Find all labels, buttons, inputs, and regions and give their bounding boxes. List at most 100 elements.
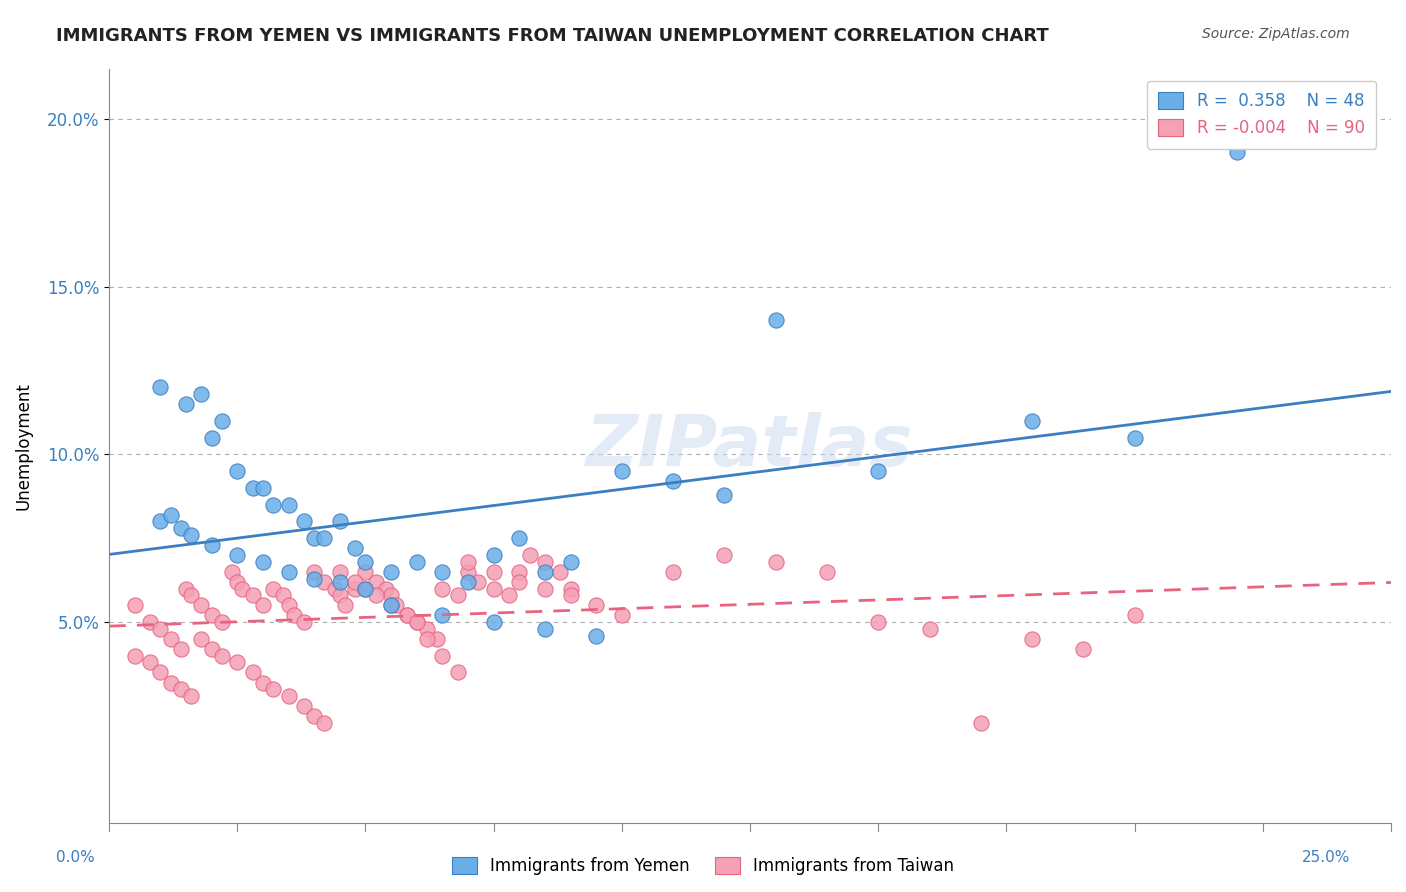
Point bbox=[329, 574, 352, 589]
Point bbox=[482, 565, 505, 579]
Point bbox=[519, 548, 541, 562]
Point bbox=[292, 699, 315, 714]
Point bbox=[868, 464, 890, 478]
Point bbox=[170, 682, 193, 697]
Point bbox=[482, 582, 505, 596]
Point bbox=[277, 565, 299, 579]
Point bbox=[1123, 431, 1146, 445]
Point bbox=[585, 599, 607, 613]
Point bbox=[124, 648, 146, 663]
Point bbox=[149, 380, 172, 394]
Point bbox=[252, 555, 274, 569]
Point bbox=[560, 588, 582, 602]
Point bbox=[354, 565, 377, 579]
Point bbox=[385, 599, 408, 613]
Point bbox=[302, 531, 325, 545]
Text: IMMIGRANTS FROM YEMEN VS IMMIGRANTS FROM TAIWAN UNEMPLOYMENT CORRELATION CHART: IMMIGRANTS FROM YEMEN VS IMMIGRANTS FROM… bbox=[56, 27, 1049, 45]
Point bbox=[713, 548, 735, 562]
Point bbox=[159, 508, 181, 522]
Point bbox=[1021, 414, 1043, 428]
Point bbox=[329, 588, 352, 602]
Point bbox=[201, 608, 224, 623]
Point bbox=[380, 599, 402, 613]
Legend: R =  0.358    N = 48, R = -0.004    N = 90: R = 0.358 N = 48, R = -0.004 N = 90 bbox=[1146, 80, 1376, 149]
Point bbox=[1226, 145, 1249, 160]
Point bbox=[323, 582, 346, 596]
Point bbox=[302, 572, 325, 586]
Point bbox=[170, 642, 193, 657]
Point bbox=[180, 689, 202, 703]
Point bbox=[277, 498, 299, 512]
Point bbox=[329, 515, 352, 529]
Point bbox=[242, 665, 264, 680]
Point bbox=[273, 588, 295, 602]
Point bbox=[380, 588, 402, 602]
Point bbox=[395, 608, 418, 623]
Point bbox=[180, 588, 202, 602]
Point bbox=[170, 521, 193, 535]
Point bbox=[375, 582, 398, 596]
Point bbox=[190, 387, 212, 401]
Point bbox=[242, 481, 264, 495]
Point bbox=[314, 531, 336, 545]
Point bbox=[292, 615, 315, 629]
Point bbox=[457, 565, 479, 579]
Point bbox=[149, 622, 172, 636]
Point bbox=[765, 555, 787, 569]
Point bbox=[765, 313, 787, 327]
Point bbox=[1123, 608, 1146, 623]
Point bbox=[426, 632, 449, 646]
Point bbox=[447, 665, 470, 680]
Point bbox=[174, 397, 197, 411]
Point bbox=[380, 599, 402, 613]
Point bbox=[970, 715, 993, 730]
Point bbox=[508, 574, 530, 589]
Point bbox=[534, 622, 557, 636]
Point bbox=[432, 565, 454, 579]
Point bbox=[1021, 632, 1043, 646]
Point bbox=[550, 565, 572, 579]
Point bbox=[226, 656, 249, 670]
Point bbox=[277, 599, 299, 613]
Point bbox=[201, 431, 224, 445]
Point bbox=[211, 615, 233, 629]
Point bbox=[482, 615, 505, 629]
Point bbox=[354, 582, 377, 596]
Point bbox=[534, 555, 557, 569]
Point bbox=[482, 548, 505, 562]
Point bbox=[242, 588, 264, 602]
Point bbox=[1073, 642, 1095, 657]
Point bbox=[344, 582, 367, 596]
Point bbox=[252, 675, 274, 690]
Point bbox=[252, 481, 274, 495]
Point bbox=[432, 648, 454, 663]
Point bbox=[560, 582, 582, 596]
Point bbox=[149, 665, 172, 680]
Point bbox=[662, 565, 685, 579]
Point bbox=[380, 565, 402, 579]
Point bbox=[226, 464, 249, 478]
Point bbox=[508, 531, 530, 545]
Point bbox=[201, 538, 224, 552]
Point bbox=[139, 615, 162, 629]
Point bbox=[174, 582, 197, 596]
Point bbox=[211, 414, 233, 428]
Point bbox=[302, 709, 325, 723]
Point bbox=[560, 555, 582, 569]
Point bbox=[416, 632, 439, 646]
Point bbox=[395, 608, 418, 623]
Point bbox=[457, 574, 479, 589]
Point bbox=[405, 615, 427, 629]
Point bbox=[344, 574, 367, 589]
Point bbox=[662, 474, 685, 488]
Text: 25.0%: 25.0% bbox=[1302, 850, 1350, 865]
Point bbox=[139, 656, 162, 670]
Point bbox=[190, 632, 212, 646]
Point bbox=[534, 582, 557, 596]
Point bbox=[498, 588, 520, 602]
Point bbox=[432, 608, 454, 623]
Point bbox=[226, 548, 249, 562]
Point bbox=[918, 622, 941, 636]
Point bbox=[292, 515, 315, 529]
Point bbox=[467, 574, 489, 589]
